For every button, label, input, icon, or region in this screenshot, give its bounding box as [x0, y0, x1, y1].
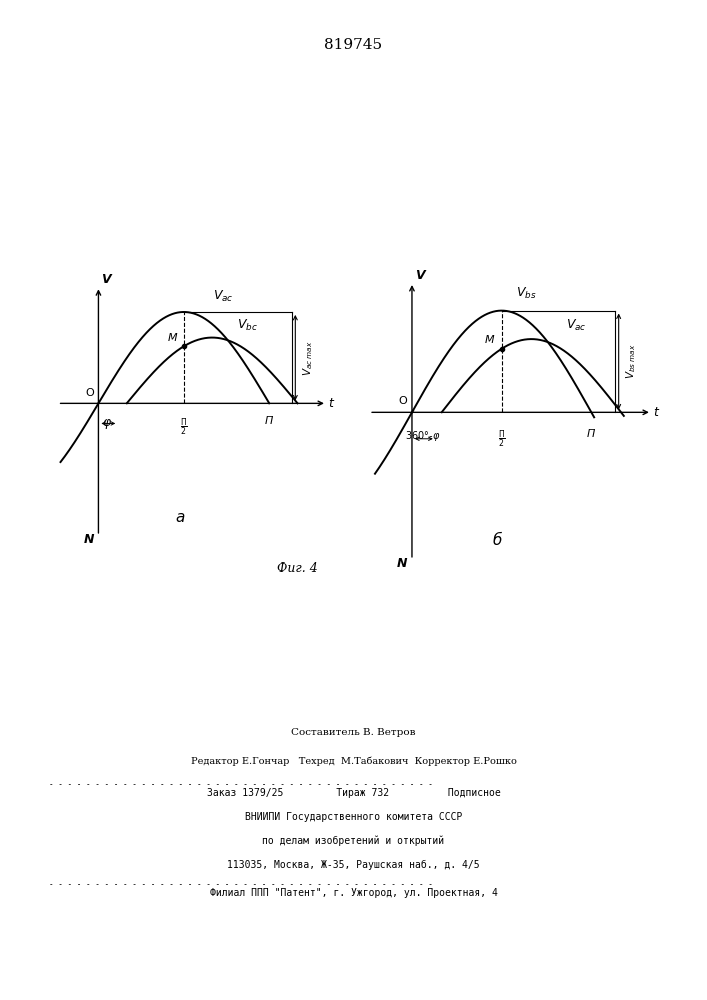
Text: Редактор Е.Гончар   Техред  М.Табакович  Корректор Е.Рошко: Редактор Е.Гончар Техред М.Табакович Кор… — [191, 756, 516, 766]
Text: П: П — [588, 429, 595, 439]
Text: по делам изобретений и открытий: по делам изобретений и открытий — [262, 836, 445, 846]
Text: 113035, Москва, Ж-35, Раушская наб., д. 4/5: 113035, Москва, Ж-35, Раушская наб., д. … — [227, 860, 480, 870]
Text: V: V — [101, 273, 111, 286]
Text: $V_{bs\ max}$: $V_{bs\ max}$ — [624, 344, 638, 379]
Text: V: V — [415, 269, 424, 282]
Text: $V_{bs}$: $V_{bs}$ — [516, 286, 537, 301]
Text: φ: φ — [103, 416, 111, 429]
Text: $V_{ac}$: $V_{ac}$ — [214, 289, 234, 304]
Text: ВНИИПИ Государственного комитета СССР: ВНИИПИ Государственного комитета СССР — [245, 812, 462, 822]
Text: O: O — [86, 388, 94, 398]
Text: $\frac{\Pi}{2}$: $\frac{\Pi}{2}$ — [180, 416, 188, 438]
Text: Филиал ППП "Патент", г. Ужгород, ул. Проектная, 4: Филиал ППП "Патент", г. Ужгород, ул. Про… — [209, 888, 498, 898]
Text: а: а — [175, 510, 185, 525]
Text: - - - - - - - - - - - - - - - - - - - - - - - - - - - - - - - - - - - - - - - - : - - - - - - - - - - - - - - - - - - - - … — [49, 880, 438, 889]
Text: Заказ 1379/25         Тираж 732          Подписное: Заказ 1379/25 Тираж 732 Подписное — [206, 788, 501, 798]
Text: - - - - - - - - - - - - - - - - - - - - - - - - - - - - - - - - - - - - - - - - : - - - - - - - - - - - - - - - - - - - - … — [49, 780, 438, 789]
Text: N: N — [397, 557, 407, 570]
Text: Фиг. 4: Фиг. 4 — [276, 562, 317, 575]
Text: M: M — [168, 333, 177, 343]
Text: O: O — [399, 396, 407, 406]
Text: $V_{ac\ max}$: $V_{ac\ max}$ — [300, 340, 315, 376]
Text: Составитель В. Ветров: Составитель В. Ветров — [291, 728, 416, 737]
Text: t: t — [328, 397, 333, 410]
Text: $360°$-φ: $360°$-φ — [404, 429, 440, 443]
Text: t: t — [653, 406, 658, 419]
Text: П: П — [265, 416, 274, 426]
Text: N: N — [83, 533, 94, 546]
Text: M: M — [485, 335, 495, 345]
Text: $V_{bc}$: $V_{bc}$ — [237, 317, 258, 333]
Text: $\frac{\Pi}{2}$: $\frac{\Pi}{2}$ — [498, 429, 506, 450]
Text: б: б — [493, 533, 502, 548]
Text: $V_{ac}$: $V_{ac}$ — [566, 318, 587, 333]
Text: 819745: 819745 — [325, 38, 382, 52]
